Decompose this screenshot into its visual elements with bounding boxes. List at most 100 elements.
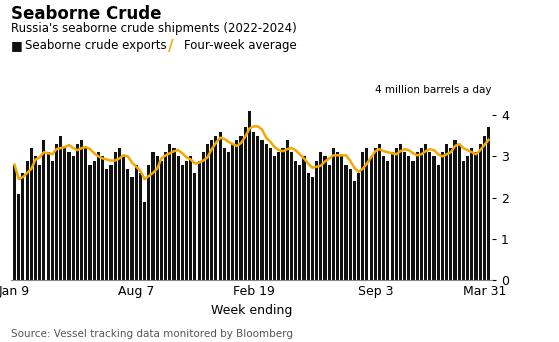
Bar — [248, 111, 251, 280]
Bar — [97, 152, 100, 280]
Bar — [470, 148, 473, 280]
Bar — [391, 152, 394, 280]
Bar — [105, 169, 108, 280]
Bar — [34, 156, 37, 280]
Bar — [135, 165, 138, 280]
Bar — [332, 148, 335, 280]
Bar — [475, 152, 477, 280]
Bar — [84, 148, 87, 280]
Bar — [197, 160, 201, 280]
Bar — [235, 140, 239, 280]
Bar — [306, 173, 310, 280]
Bar — [155, 156, 159, 280]
Bar — [139, 173, 142, 280]
Bar — [147, 165, 150, 280]
Bar — [420, 148, 423, 280]
Bar — [441, 152, 444, 280]
Bar — [374, 148, 377, 280]
Text: Russia's seaborne crude shipments (2022-2024): Russia's seaborne crude shipments (2022-… — [11, 22, 297, 35]
Bar — [42, 140, 45, 280]
Bar — [214, 136, 217, 280]
Bar — [294, 160, 297, 280]
Bar — [466, 156, 469, 280]
Bar — [51, 160, 54, 280]
Bar — [244, 128, 247, 280]
Text: 4 million barrels a day: 4 million barrels a day — [376, 86, 492, 95]
Bar — [68, 152, 70, 280]
Bar — [59, 136, 62, 280]
X-axis label: Week ending: Week ending — [211, 304, 292, 317]
Bar — [164, 152, 167, 280]
Bar — [122, 156, 125, 280]
Bar — [311, 177, 314, 280]
Text: ■: ■ — [11, 39, 23, 52]
Bar — [130, 177, 134, 280]
Bar — [93, 160, 96, 280]
Bar — [80, 140, 83, 280]
Bar — [118, 148, 121, 280]
Bar — [453, 140, 457, 280]
Bar — [256, 136, 259, 280]
Bar — [428, 152, 432, 280]
Bar — [219, 132, 222, 280]
Bar — [403, 152, 406, 280]
Bar — [369, 156, 373, 280]
Bar — [143, 202, 146, 280]
Bar — [462, 160, 465, 280]
Bar — [222, 148, 226, 280]
Bar — [76, 144, 79, 280]
Bar — [277, 152, 281, 280]
Text: Seaborne Crude: Seaborne Crude — [11, 5, 162, 23]
Bar — [302, 156, 306, 280]
Bar — [366, 148, 368, 280]
Bar — [416, 152, 419, 280]
Bar — [408, 156, 410, 280]
Bar — [17, 194, 20, 280]
Bar — [185, 160, 188, 280]
Bar — [72, 156, 75, 280]
Bar — [437, 165, 440, 280]
Bar — [286, 140, 289, 280]
Bar — [315, 160, 318, 280]
Bar — [328, 165, 331, 280]
Bar — [172, 148, 176, 280]
Bar — [269, 148, 272, 280]
Bar — [479, 144, 482, 280]
Bar — [411, 160, 415, 280]
Text: /: / — [168, 39, 173, 54]
Bar — [445, 144, 448, 280]
Bar — [378, 144, 381, 280]
Bar — [227, 152, 230, 280]
Bar — [13, 165, 16, 280]
Bar — [239, 136, 243, 280]
Bar — [126, 169, 129, 280]
Bar — [63, 148, 67, 280]
Text: Seaborne crude exports: Seaborne crude exports — [25, 39, 167, 52]
Bar — [193, 173, 197, 280]
Bar — [21, 173, 25, 280]
Bar — [181, 165, 184, 280]
Bar — [399, 144, 402, 280]
Bar — [231, 144, 234, 280]
Bar — [386, 160, 390, 280]
Bar — [189, 156, 192, 280]
Bar — [395, 148, 398, 280]
Bar — [290, 152, 293, 280]
Bar — [298, 165, 301, 280]
Bar — [336, 152, 339, 280]
Bar — [151, 152, 154, 280]
Bar — [177, 156, 179, 280]
Bar — [202, 152, 205, 280]
Bar — [424, 144, 427, 280]
Bar — [252, 132, 255, 280]
Bar — [264, 144, 268, 280]
Bar — [30, 148, 33, 280]
Bar — [273, 156, 276, 280]
Bar — [210, 140, 214, 280]
Bar — [206, 144, 209, 280]
Bar — [38, 165, 41, 280]
Text: Source: Vessel tracking data monitored by Bloomberg: Source: Vessel tracking data monitored b… — [11, 329, 293, 339]
Bar — [160, 160, 163, 280]
Bar — [353, 181, 356, 280]
Text: Four-week average: Four-week average — [184, 39, 297, 52]
